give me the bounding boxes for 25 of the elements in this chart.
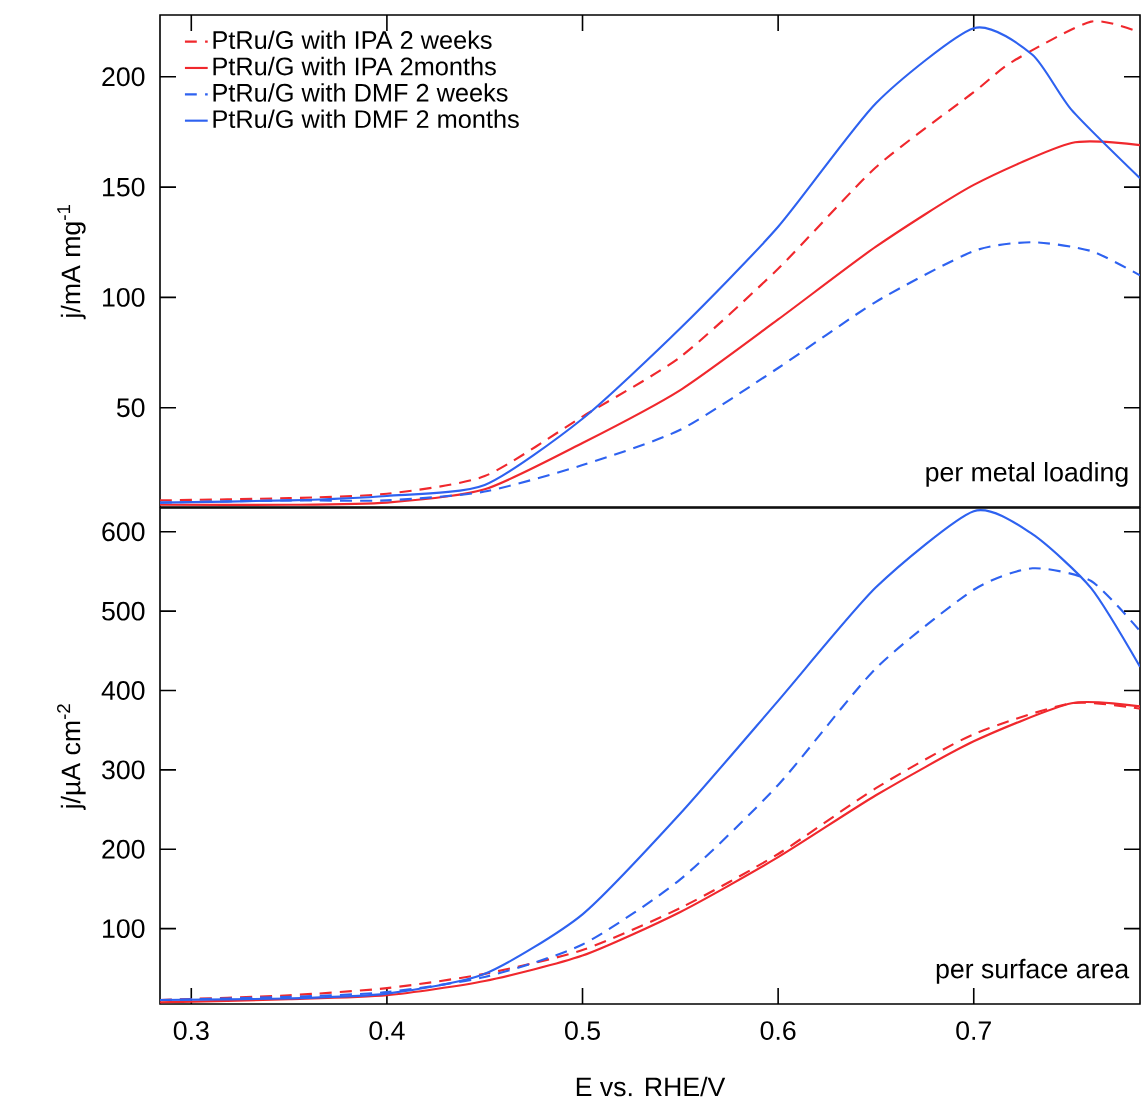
y-tick-label: 300 xyxy=(102,760,145,780)
legend-label: PtRu/G with IPA 2months xyxy=(213,56,496,76)
legend-label: PtRu/G with DMF 2 weeks xyxy=(213,83,508,102)
line-series xyxy=(160,140,1141,506)
y-tick-label: 150 xyxy=(103,177,145,197)
y-tick-label: 100 xyxy=(103,919,145,939)
legend-label: PtRu/G with IPA 2 weeks xyxy=(213,30,492,50)
x-tick-label: 0.4 xyxy=(369,1021,405,1041)
legend-label: PtRu/G with DMF 2 months xyxy=(213,109,519,129)
y-tick-label: 400 xyxy=(101,681,145,700)
y-tick-label: 50 xyxy=(116,398,145,418)
y-tick-label: 500 xyxy=(102,601,145,621)
x-tick-label: 0.6 xyxy=(760,1021,796,1041)
x-axis-title: E vs. RHE/V xyxy=(576,1076,726,1097)
y-axis-title: j/mA mg$^{-1}$ xyxy=(57,205,86,320)
y-axis-title: j/µA cm$^{-2}$ xyxy=(57,704,86,810)
x-tick-label: 0.5 xyxy=(565,1021,600,1041)
x-tick-label: 0.7 xyxy=(956,1021,991,1041)
annotation: per metal loading xyxy=(926,461,1128,487)
y-tick-label: 200 xyxy=(102,839,145,859)
y-tick-label: 600 xyxy=(102,522,145,542)
y-tick-label: 100 xyxy=(103,287,145,307)
annotation: per surface area xyxy=(936,958,1130,984)
y-tick-label: 200 xyxy=(102,67,145,87)
x-tick-label: 0.3 xyxy=(173,1021,209,1041)
